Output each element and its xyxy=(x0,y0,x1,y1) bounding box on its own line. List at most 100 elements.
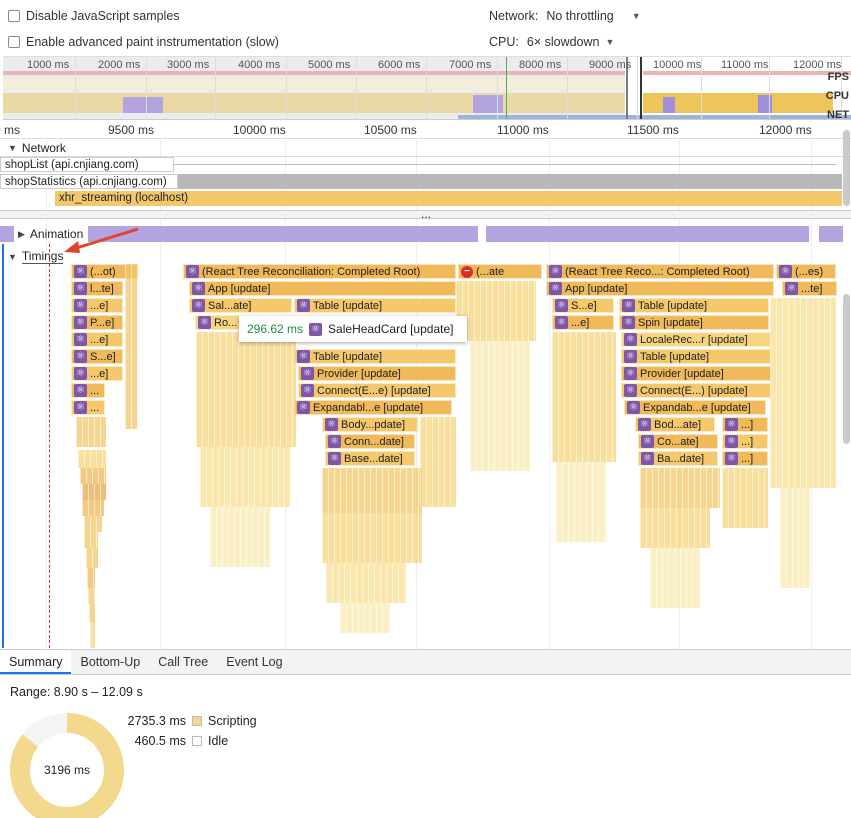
react-icon: ⚛ xyxy=(74,316,87,329)
flame-block[interactable]: ⚛ Table [update] xyxy=(621,349,771,364)
react-icon: ⚛ xyxy=(328,435,341,448)
flame-block[interactable]: ⚛ ...e] xyxy=(71,366,123,381)
flame-block[interactable]: ⚛ Spin [update] xyxy=(619,315,769,330)
flame-block[interactable]: ⚛ Sal...ate] xyxy=(189,298,292,313)
tooltip-duration: 296.62 ms xyxy=(247,322,304,336)
flame-block[interactable]: ⚛ S...e] xyxy=(552,298,614,313)
enable-paint-checkbox[interactable] xyxy=(8,36,20,48)
animation-track-header[interactable]: ▶ Animation xyxy=(18,227,83,241)
flame-block[interactable]: ⚛ Connect(E...) [update] xyxy=(621,383,771,398)
flame-block[interactable]: ⚛ Ro... xyxy=(195,315,240,330)
flame-block[interactable]: ⚛ P...e] xyxy=(71,315,123,330)
flame-block[interactable]: ⚛ Expandab...e [update] xyxy=(624,400,766,415)
disable-js-samples-option[interactable]: Disable JavaScript samples xyxy=(8,9,180,23)
scripting-swatch xyxy=(192,716,202,726)
flame-block[interactable]: ⚛ Connect(E...e) [update] xyxy=(298,383,456,398)
flame-block[interactable]: ⚛ ...e] xyxy=(552,315,614,330)
flame-label: ...e] xyxy=(90,299,109,312)
flame-block[interactable]: ⚛ (React Tree Reconciliation: Completed R… xyxy=(183,264,456,279)
overview-tick-label: 11000 ms xyxy=(721,59,769,71)
react-icon: ⚛ xyxy=(301,367,314,380)
flame-block[interactable]: ⚛...] xyxy=(722,434,768,449)
flame-block[interactable]: ⚛ Table [update] xyxy=(294,298,456,313)
disable-js-samples-checkbox[interactable] xyxy=(8,10,20,22)
tab-call-tree[interactable]: Call Tree xyxy=(158,655,209,669)
details-tabs: Summary Bottom-Up Call Tree Event Log xyxy=(0,649,851,675)
flame-block[interactable]: ⚛ S...e] xyxy=(71,349,123,364)
network-request-row[interactable]: xhr_streaming (localhost) xyxy=(55,191,842,206)
triangle-right-icon: ▶ xyxy=(18,228,25,239)
network-request-waiting-line xyxy=(174,164,836,165)
tab-summary[interactable]: Summary xyxy=(0,650,72,674)
react-icon: ⚛ xyxy=(74,367,87,380)
flame-block[interactable]: ⚛ ...te] xyxy=(782,281,837,296)
flame-block[interactable]: ⚛ Provider [update] xyxy=(621,366,771,381)
flame-block[interactable]: ⚛... xyxy=(71,400,105,415)
flame-block[interactable]: ⚛ (...ot) xyxy=(71,264,138,279)
flame-block[interactable]: ⚛ Bod...ate] xyxy=(635,417,715,432)
flame-block[interactable]: ⚛ ...e] xyxy=(71,332,123,347)
flame-block[interactable]: ⚛ Base...date] xyxy=(325,451,415,466)
network-throttle-select[interactable]: No throttling ▼ xyxy=(546,9,640,23)
react-icon: ⚛ xyxy=(627,401,640,414)
tab-bottom-up[interactable]: Bottom-Up xyxy=(80,655,141,669)
flame-block[interactable]: ⚛... xyxy=(71,383,105,398)
flame-block[interactable]: ⚛ LocaleRec...r [update] xyxy=(621,332,771,347)
network-scrollbar[interactable] xyxy=(843,130,850,206)
flame-block[interactable]: − (...ate xyxy=(458,264,542,279)
flame-block[interactable]: ⚛ ...e] xyxy=(71,298,123,313)
flame-block[interactable]: ⚛...] xyxy=(722,417,768,432)
overview-cpu-area-selected xyxy=(643,93,833,113)
network-request-bar xyxy=(178,174,842,189)
enable-paint-option[interactable]: Enable advanced paint instrumentation (s… xyxy=(8,35,279,49)
react-icon: ⚛ xyxy=(624,350,637,363)
flame-label: Provider [update] xyxy=(317,367,401,380)
flame-block[interactable]: ⚛ Expandabl...e [update] xyxy=(294,400,452,415)
timeline-scrollbar[interactable] xyxy=(843,294,850,444)
cpu-throttle-select[interactable]: 6× slowdown ▼ xyxy=(527,35,615,49)
flame-block[interactable]: ⚛ l...te] xyxy=(71,281,123,296)
react-icon: ⚛ xyxy=(638,418,651,431)
react-icon: ⚛ xyxy=(641,435,654,448)
overview-right-handle[interactable] xyxy=(640,57,642,119)
cpu-throttle: CPU: 6× slowdown ▼ xyxy=(489,35,614,49)
stop-icon: − xyxy=(461,265,473,278)
react-icon: ⚛ xyxy=(549,265,562,278)
network-request-row[interactable]: shopStatistics (api.cnjiang.com) xyxy=(0,174,178,189)
tab-event-log[interactable]: Event Log xyxy=(226,655,283,669)
flame-block[interactable]: ⚛ Co...ate] xyxy=(638,434,718,449)
network-track-header[interactable]: ▼ Network xyxy=(8,141,66,155)
flame-block[interactable]: ⚛ Table [update] xyxy=(294,349,456,364)
flame-label: (...ot) xyxy=(90,265,116,278)
flame-block[interactable]: ⚛...] xyxy=(722,451,768,466)
react-icon: ⚛ xyxy=(622,316,635,329)
flame-block[interactable]: ⚛ App [update] xyxy=(546,281,774,296)
overview-left-handle[interactable] xyxy=(626,57,628,119)
overview-tick-label: 1000 ms xyxy=(27,59,70,71)
idle-swatch xyxy=(192,736,202,746)
flame-block[interactable]: ⚛ Provider [update] xyxy=(298,366,456,381)
overview-tick-label: 6000 ms xyxy=(378,59,421,71)
flame-block[interactable]: ⚛ App [update] xyxy=(189,281,456,296)
flame-block[interactable]: ⚛ Conn...date] xyxy=(325,434,415,449)
flame-label: Table [update] xyxy=(313,299,383,312)
flame-block[interactable]: ⚛ Body...pdate] xyxy=(322,417,418,432)
react-icon: ⚛ xyxy=(198,316,211,329)
flame-filler-column xyxy=(200,447,290,507)
react-icon: ⚛ xyxy=(328,452,341,465)
flame-label: LocaleRec...r [update] xyxy=(640,333,748,346)
overview-frames-strip xyxy=(3,79,625,89)
summary-legend-scripting: 2735.3 ms Scripting xyxy=(124,714,257,728)
flame-block[interactable]: ⚛ (...es) xyxy=(776,264,836,279)
timings-selected-edge xyxy=(2,244,4,648)
track-resize-handle[interactable] xyxy=(0,210,851,219)
network-request-row[interactable]: shopList (api.cnjiang.com) xyxy=(0,157,174,172)
timeline-overview[interactable]: 1000 ms 2000 ms 3000 ms 4000 ms 5000 ms 6000 … xyxy=(3,56,851,120)
flame-block[interactable]: ⚛ Ba...date] xyxy=(638,451,718,466)
timings-track-header[interactable]: ▼ Timings xyxy=(8,249,64,264)
flame-block[interactable]: ⚛ Table [update] xyxy=(619,298,769,313)
summary-legend-idle: 460.5 ms Idle xyxy=(124,734,229,748)
flame-label: (React Tree Reco...: Completed Root) xyxy=(565,265,750,278)
flame-block[interactable]: ⚛ (React Tree Reco...: Completed Root) xyxy=(546,264,774,279)
network-throttle-value: No throttling xyxy=(546,9,614,23)
